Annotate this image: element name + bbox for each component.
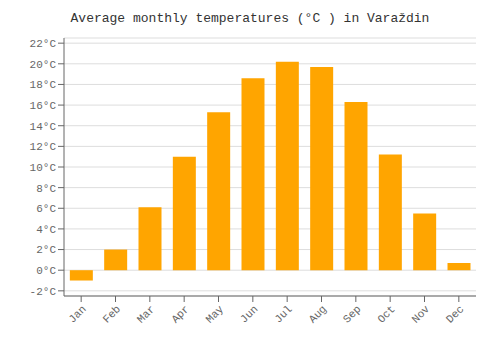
svg-text:12°C: 12°C — [30, 141, 57, 153]
svg-text:-2°C: -2°C — [30, 286, 57, 298]
svg-text:Mar: Mar — [135, 303, 157, 325]
svg-text:May: May — [204, 303, 227, 326]
svg-text:0°C: 0°C — [36, 265, 56, 277]
svg-text:8°C: 8°C — [36, 183, 56, 195]
svg-text:Oct: Oct — [375, 303, 397, 325]
svg-text:6°C: 6°C — [36, 203, 56, 215]
svg-text:Apr: Apr — [169, 303, 191, 325]
svg-text:Jan: Jan — [66, 303, 88, 325]
svg-text:2°C: 2°C — [36, 244, 56, 256]
svg-text:Sep: Sep — [341, 303, 363, 325]
svg-text:Jul: Jul — [272, 303, 294, 325]
svg-text:Dec: Dec — [444, 303, 466, 325]
svg-text:Jun: Jun — [238, 303, 260, 325]
svg-text:4°C: 4°C — [36, 224, 56, 236]
svg-text:18°C: 18°C — [30, 79, 57, 91]
svg-text:Feb: Feb — [101, 303, 123, 325]
svg-text:16°C: 16°C — [30, 100, 57, 112]
svg-text:22°C: 22°C — [30, 38, 57, 50]
svg-text:20°C: 20°C — [30, 59, 57, 71]
svg-text:14°C: 14°C — [30, 121, 57, 133]
html-text:Average monthly temperatures (: Average monthly temperatures (°C ) in Va… — [70, 11, 430, 26]
svg-text:Nov: Nov — [410, 303, 433, 326]
svg-text:10°C: 10°C — [30, 162, 57, 174]
svg-text:Aug: Aug — [307, 303, 329, 325]
